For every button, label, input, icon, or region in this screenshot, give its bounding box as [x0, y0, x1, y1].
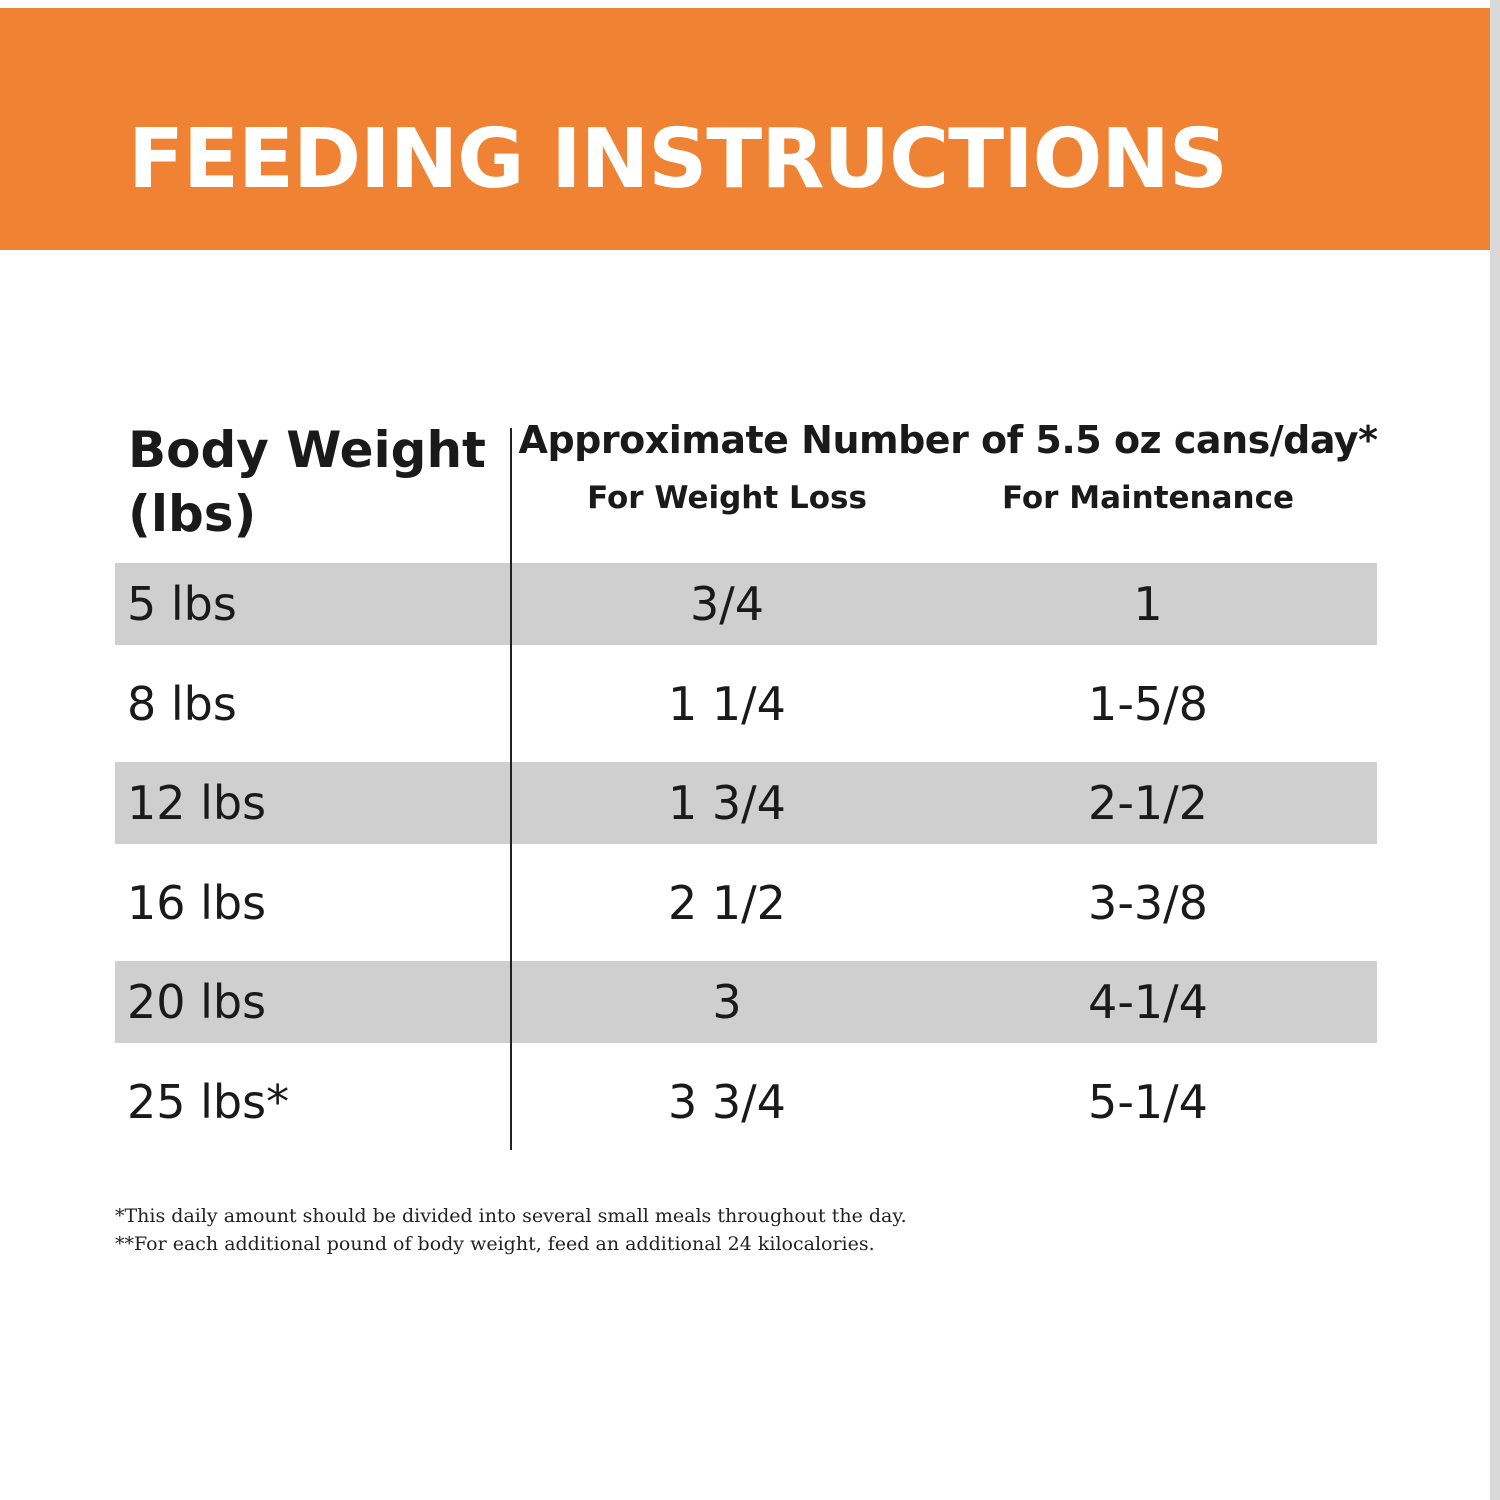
cell: 5-1/4	[1088, 1074, 1208, 1129]
cell: 1 3/4	[668, 776, 786, 830]
row-band	[115, 961, 1377, 1043]
cell: 2-1/2	[1088, 776, 1208, 830]
cell: 16 lbs	[127, 875, 267, 930]
header-banner	[0, 8, 1490, 250]
column-header: For Maintenance	[1001, 480, 1295, 516]
cell: 3-3/8	[1088, 875, 1208, 930]
footnote: *This daily amount should be divided int…	[115, 1205, 907, 1227]
column-divider	[510, 428, 512, 1150]
cell: 20 lbs	[127, 975, 267, 1029]
cell: 3	[712, 975, 742, 1029]
row-header: Body Weight (lbs)	[128, 421, 486, 543]
row-band	[115, 762, 1377, 844]
group-header: Approximate Number of 5.5 oz cans/day*	[518, 418, 1378, 462]
row-band	[115, 563, 1377, 645]
cell: 4-1/4	[1088, 975, 1208, 1029]
footnote: **For each additional pound of body weig…	[115, 1233, 875, 1255]
cell: 2 1/2	[668, 875, 786, 930]
title: FEEDING INSTRUCTIONS	[128, 112, 1228, 207]
cell: 1 1/4	[668, 676, 786, 731]
column-header: For Weight Loss	[587, 480, 867, 516]
cell: 3 3/4	[668, 1074, 786, 1129]
cell: 5 lbs	[127, 577, 237, 631]
cell: 12 lbs	[127, 776, 267, 830]
cell: 8 lbs	[127, 676, 237, 731]
cell: 1	[1133, 577, 1163, 631]
cell: 25 lbs*	[127, 1074, 290, 1129]
cell: 3/4	[689, 577, 765, 631]
page-edge	[1490, 0, 1500, 1500]
cell: 1-5/8	[1088, 676, 1208, 731]
